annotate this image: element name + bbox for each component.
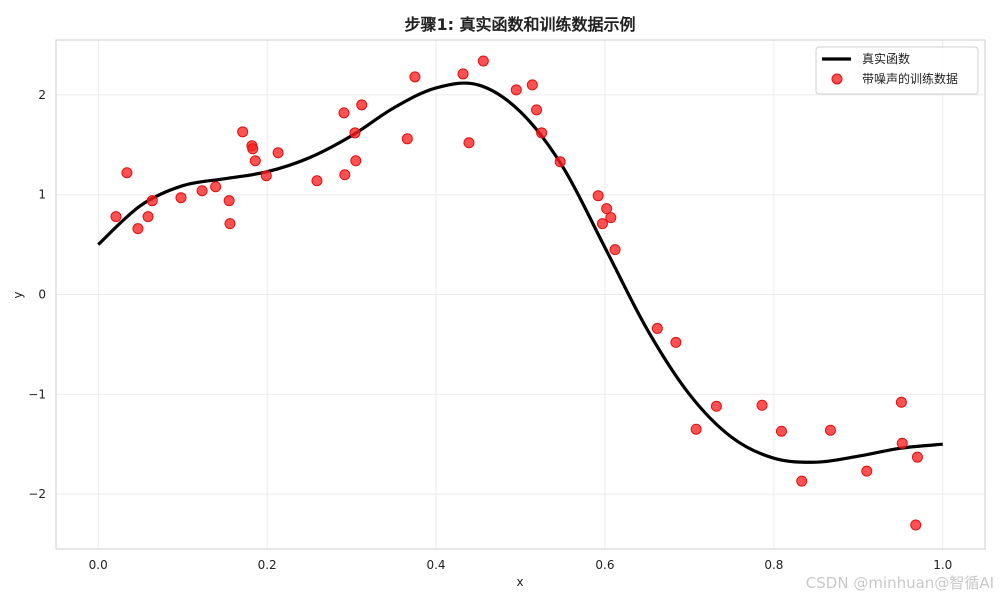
x-tick-label: 0.4 <box>426 558 445 572</box>
data-point <box>531 104 543 116</box>
data-point <box>121 167 133 179</box>
data-point <box>350 155 362 167</box>
y-tick-label: 2 <box>38 88 46 102</box>
data-point <box>223 195 235 207</box>
data-point <box>670 336 682 348</box>
data-point <box>896 437 908 449</box>
data-point <box>824 424 836 436</box>
data-point <box>605 212 617 224</box>
data-point <box>536 127 548 139</box>
x-axis-label: x <box>516 575 523 589</box>
x-axis-ticks: 0.0 0.2 0.4 0.6 0.8 1.0 <box>89 558 953 572</box>
legend-label-training-data: 带噪声的训练数据 <box>862 71 958 86</box>
data-point <box>338 107 350 119</box>
data-point <box>861 465 873 477</box>
data-point <box>260 170 272 182</box>
x-tick-label: 0.2 <box>258 558 277 572</box>
data-point <box>237 126 249 138</box>
y-tick-label: 0 <box>38 288 46 302</box>
data-point <box>554 156 566 168</box>
data-point <box>477 55 489 67</box>
x-tick-label: 1.0 <box>933 558 952 572</box>
data-point <box>457 68 469 80</box>
data-point <box>601 203 613 215</box>
data-point <box>526 79 538 91</box>
data-point <box>796 475 808 487</box>
y-axis-ticks: −2 −1 0 1 2 <box>28 88 46 501</box>
x-tick-label: 0.6 <box>595 558 614 572</box>
y-axis-label: y <box>11 291 25 298</box>
plot-area-frame <box>55 39 986 550</box>
y-tick-label: 1 <box>38 188 46 202</box>
x-tick-label: 0.8 <box>764 558 783 572</box>
data-point <box>911 451 923 463</box>
data-point <box>596 218 608 230</box>
watermark: CSDN @minhuan@智循AI <box>806 574 994 592</box>
data-point <box>224 218 236 230</box>
data-point <box>196 185 208 197</box>
legend-label-true-function: 真实函数 <box>862 51 910 66</box>
data-point <box>592 190 604 202</box>
data-point <box>272 147 284 159</box>
data-point <box>651 322 663 334</box>
series-true-function-line <box>97 81 943 464</box>
data-point <box>775 425 787 437</box>
legend-marker-swatch <box>831 73 843 85</box>
data-point <box>356 99 368 111</box>
data-point <box>710 400 722 412</box>
data-point <box>349 127 361 139</box>
data-point <box>142 211 154 223</box>
chart-title: 步骤1: 真实函数和训练数据示例 <box>404 15 635 34</box>
data-point <box>756 399 768 411</box>
legend-box <box>815 46 979 95</box>
data-point <box>132 223 144 235</box>
y-tick-label: −2 <box>28 487 46 501</box>
data-point <box>895 396 907 408</box>
data-point <box>339 169 351 181</box>
data-point <box>247 143 259 155</box>
data-point <box>401 133 413 145</box>
data-point <box>175 192 187 204</box>
legend: 真实函数 带噪声的训练数据 <box>815 46 979 95</box>
data-point <box>409 71 421 83</box>
data-point <box>510 84 522 96</box>
y-tick-label: −1 <box>28 387 46 401</box>
data-point <box>910 519 922 531</box>
data-point <box>690 423 702 435</box>
data-point <box>463 137 475 149</box>
data-point <box>110 211 122 223</box>
data-point <box>249 155 261 167</box>
data-point <box>146 195 158 207</box>
grid-lines <box>56 40 985 549</box>
data-point <box>210 181 222 193</box>
series-training-points <box>110 55 923 531</box>
x-tick-label: 0.0 <box>89 558 108 572</box>
data-point <box>609 244 621 256</box>
data-point <box>311 175 323 187</box>
